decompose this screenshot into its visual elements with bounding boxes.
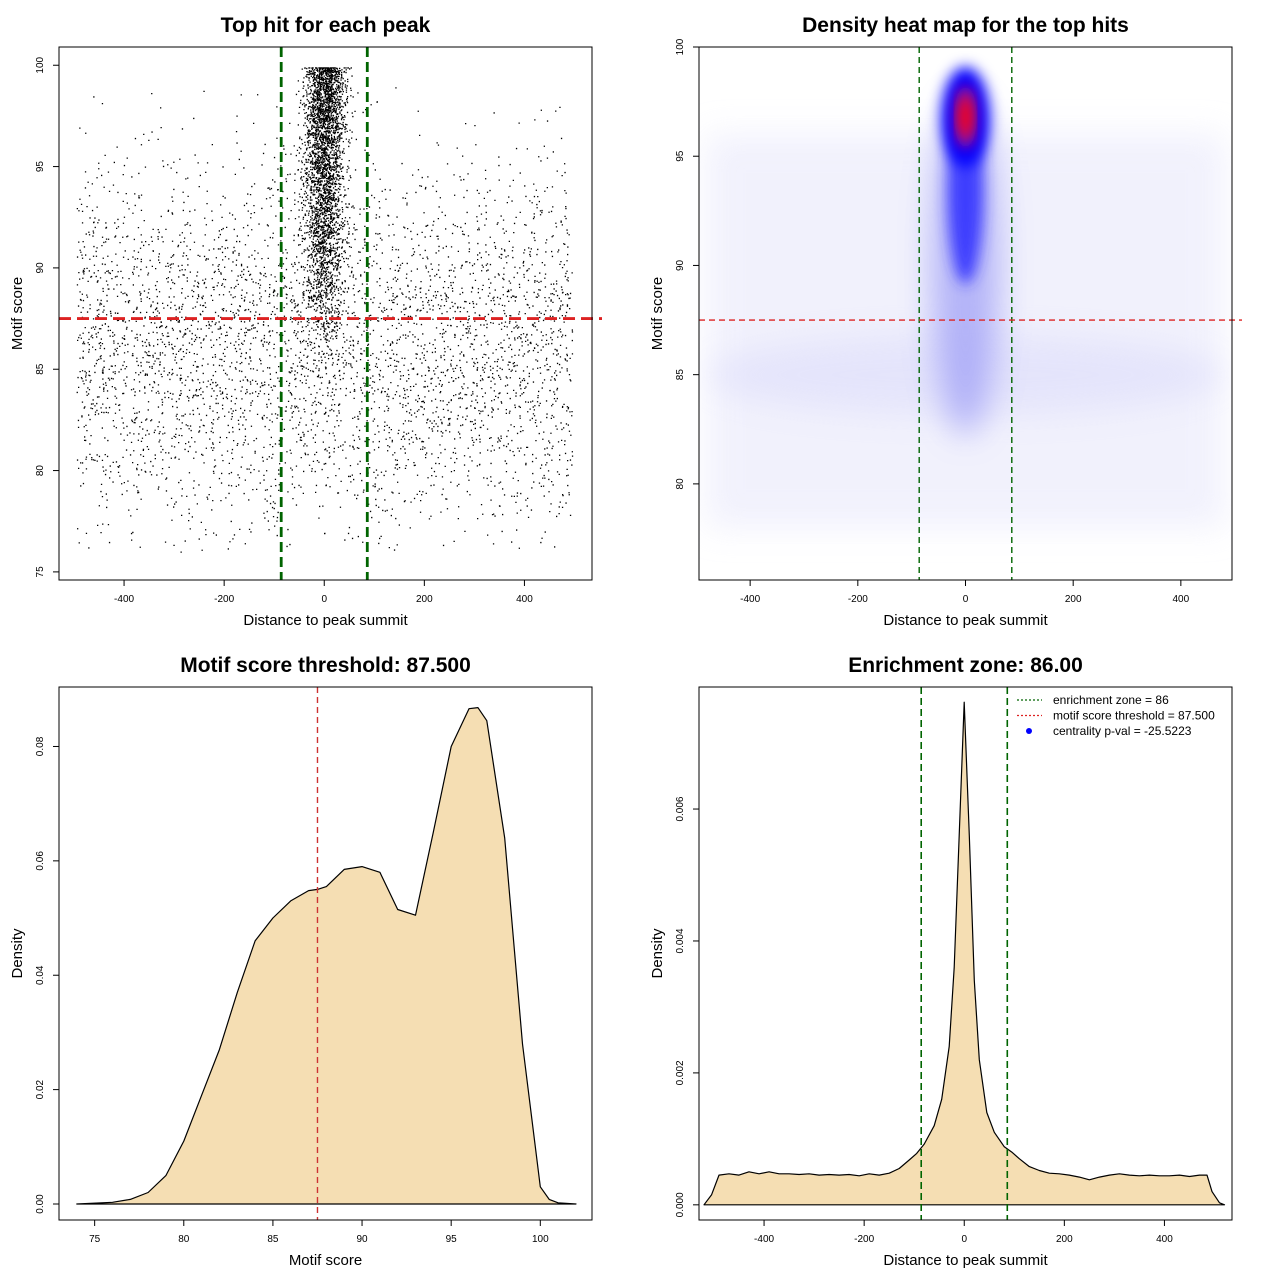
plot-frame [58, 46, 593, 581]
x-tick-label: 200 [1056, 1234, 1073, 1245]
x-tick-label: -200 [214, 594, 234, 605]
distance-density-panel: enrichment zone = 86 motif score threshol… [649, 654, 1233, 1269]
y-axis-label: Motif score [649, 277, 666, 350]
x-tick-label: 0 [963, 594, 969, 605]
legend: enrichment zone = 86 motif score threshol… [1017, 693, 1215, 738]
y-tick-label: 80 [35, 465, 46, 477]
x-tick-label: 90 [356, 1234, 368, 1245]
plot-area [699, 47, 1232, 580]
legend-label: enrichment zone = 86 [1053, 693, 1169, 707]
legend-label: motif score threshold = 87.500 [1053, 709, 1215, 723]
x-tick-label: -200 [848, 594, 868, 605]
scatter-points [76, 67, 574, 553]
plot-frame [58, 686, 593, 1221]
x-axis-label: Distance to peak summit [883, 612, 1048, 629]
y-tick-label: 100 [35, 56, 46, 73]
y-tick-label: 0.000 [675, 1192, 686, 1217]
y-tick-label: 85 [675, 369, 686, 381]
y-tick-label: 0.004 [675, 928, 686, 953]
plot-area [76, 47, 574, 580]
y-tick-label: 75 [35, 566, 46, 578]
x-tick-label: -200 [854, 1234, 874, 1245]
x-tick-label: 400 [1156, 1234, 1173, 1245]
y-tick-label: 95 [675, 150, 686, 162]
legend-label: centrality p-val = -25.5223 [1053, 724, 1192, 738]
x-tick-label: -400 [754, 1234, 774, 1245]
y-tick-label: 0.002 [675, 1060, 686, 1085]
chart-title: Density heat map for the top hits [802, 14, 1129, 37]
plot-area [703, 687, 1226, 1220]
x-tick-label: 95 [446, 1234, 458, 1245]
legend-point-swatch [1026, 728, 1032, 734]
y-tick-label: 0.00 [35, 1194, 46, 1214]
y-tick-label: 0.06 [35, 851, 46, 871]
y-tick-label: 80 [675, 478, 686, 490]
y-tick-label: 90 [35, 262, 46, 274]
x-tick-label: 400 [516, 594, 533, 605]
x-tick-label: 200 [1065, 594, 1082, 605]
x-axis-label: Distance to peak summit [883, 1252, 1048, 1269]
plot-area [76, 687, 577, 1220]
y-axis-label: Density [9, 928, 26, 979]
x-tick-label: 400 [1173, 594, 1190, 605]
x-tick-label: 85 [267, 1234, 279, 1245]
y-tick-label: 100 [675, 38, 686, 55]
density-curve [703, 701, 1226, 1206]
x-tick-label: 75 [89, 1234, 101, 1245]
x-axis-label: Distance to peak summit [243, 612, 408, 629]
y-tick-label: 0.04 [35, 965, 46, 985]
chart-title: Top hit for each peak [221, 14, 431, 37]
y-tick-label: 0.006 [675, 796, 686, 821]
x-tick-label: 0 [321, 594, 327, 605]
x-tick-label: 0 [961, 1234, 967, 1245]
plot-frame [698, 686, 1233, 1221]
x-tick-label: 100 [532, 1234, 549, 1245]
y-tick-label: 0.08 [35, 736, 46, 756]
x-tick-label: -400 [740, 594, 760, 605]
heatmap-hotspot-peak [959, 96, 972, 137]
score-density-panel: 75 80 85 90 95 100 0.00 0.02 0.04 0.06 0.08 Motif s… [9, 654, 593, 1269]
y-tick-label: 95 [35, 161, 46, 173]
scatter-panel: -400 -200 0 200 400 75 80 85 90 95 100 Top hit for … [9, 14, 602, 629]
density-curve [76, 707, 577, 1205]
y-tick-label: 0.02 [35, 1079, 46, 1099]
y-tick-label: 90 [675, 259, 686, 271]
x-axis-label: Motif score [289, 1252, 362, 1269]
y-axis-label: Motif score [9, 277, 26, 350]
x-tick-label: 80 [178, 1234, 190, 1245]
heatmap-panel: -400 -200 0 200 400 80 85 90 95 100 Density heat m… [649, 14, 1242, 629]
chart-title: Enrichment zone: 86.00 [848, 654, 1083, 677]
y-axis-label: Density [649, 928, 666, 979]
x-tick-label: -400 [114, 594, 134, 605]
chart-title: Motif score threshold: 87.500 [180, 654, 471, 677]
x-tick-label: 200 [416, 594, 433, 605]
y-tick-label: 85 [35, 363, 46, 375]
